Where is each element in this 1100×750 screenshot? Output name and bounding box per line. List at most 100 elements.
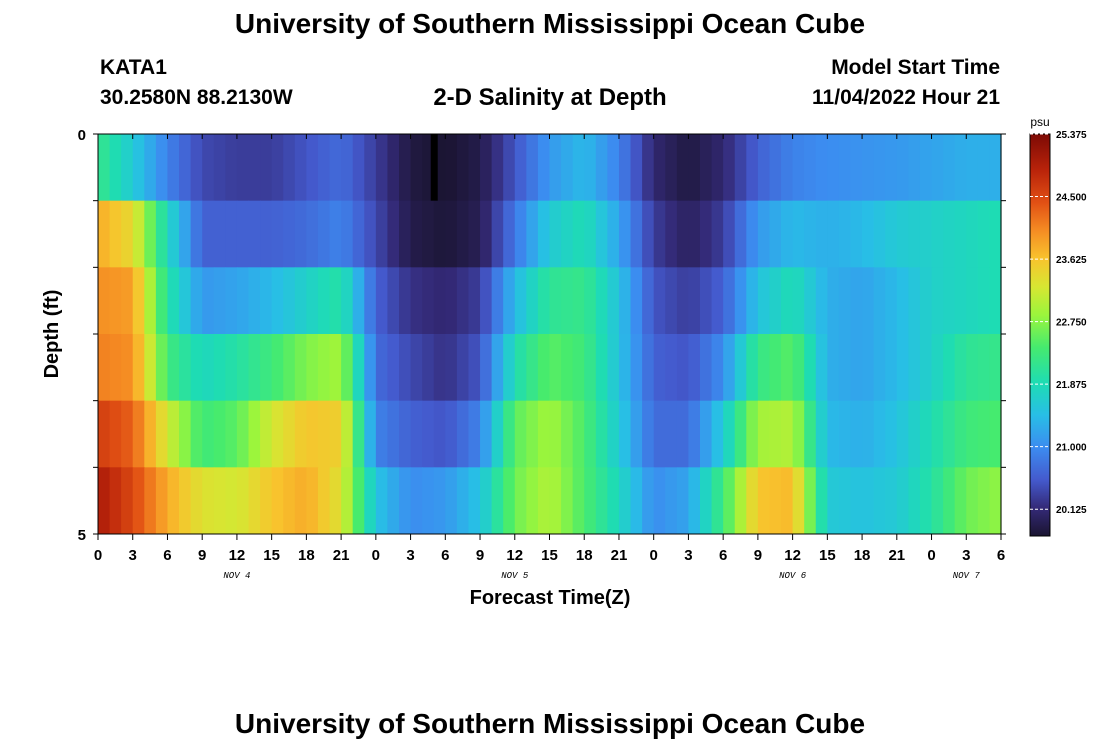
heatmap-cell xyxy=(954,134,967,202)
heatmap-cell xyxy=(399,334,412,402)
heatmap-cell xyxy=(653,267,666,335)
heatmap-cell xyxy=(757,200,771,268)
heatmap-cell xyxy=(248,200,261,268)
heatmap-cell xyxy=(352,134,365,202)
x-tick-label: 3 xyxy=(129,547,137,564)
heatmap-cell xyxy=(676,467,690,535)
heatmap-cell xyxy=(943,267,956,335)
heatmap-cell xyxy=(549,467,562,535)
heatmap-cell xyxy=(769,400,782,468)
heatmap-cell xyxy=(468,200,481,268)
heatmap-cell xyxy=(792,400,805,468)
heatmap-cell xyxy=(549,400,562,468)
heatmap-cell xyxy=(480,200,493,268)
heatmap-cell xyxy=(179,334,192,402)
x-tick-label: 15 xyxy=(263,547,280,564)
heatmap-cell xyxy=(283,334,296,402)
heatmap-cell xyxy=(792,334,805,402)
heatmap-cell xyxy=(456,334,470,402)
heatmap-cell xyxy=(711,467,724,535)
heatmap-cell xyxy=(734,200,747,268)
heatmap-cell xyxy=(561,400,574,468)
heatmap-cell xyxy=(503,334,516,402)
heatmap-cell xyxy=(352,467,365,535)
heatmap-cell xyxy=(294,334,307,402)
heatmap-cell xyxy=(746,267,759,335)
heatmap-cell xyxy=(977,467,991,535)
heatmap-cell xyxy=(399,134,412,202)
heatmap-cell xyxy=(213,200,226,268)
heatmap-cell xyxy=(526,134,539,202)
heatmap-cell xyxy=(769,200,782,268)
heatmap-cell xyxy=(607,400,620,468)
heatmap-cell xyxy=(433,467,446,535)
heatmap-cell xyxy=(364,200,377,268)
heatmap-cell xyxy=(896,400,909,468)
heatmap-cell xyxy=(827,467,840,535)
heatmap-cell xyxy=(98,134,111,202)
x-tick-label: 12 xyxy=(229,547,246,564)
heatmap-cell xyxy=(202,267,215,335)
heatmap-cell xyxy=(954,467,967,535)
heatmap-cell xyxy=(781,267,794,335)
heatmap-cell xyxy=(665,467,678,535)
heatmap-cell xyxy=(827,400,840,468)
heatmap-cell xyxy=(202,134,215,202)
heatmap-cell xyxy=(572,467,585,535)
heatmap-cell xyxy=(399,400,412,468)
heatmap-cell xyxy=(155,134,169,202)
x-tick-label: 9 xyxy=(476,547,484,564)
heatmap-cell xyxy=(422,200,435,268)
heatmap-cell xyxy=(283,400,296,468)
heatmap-cell xyxy=(989,200,1002,268)
heatmap-cell xyxy=(190,267,203,335)
heatmap-cell xyxy=(919,400,933,468)
colorbar-tick-label: 23.625 xyxy=(1056,255,1087,266)
heatmap-cell xyxy=(977,334,991,402)
heatmap-cell xyxy=(422,400,435,468)
heatmap-cell xyxy=(873,134,886,202)
heatmap-cell xyxy=(711,200,724,268)
heatmap-cell xyxy=(862,400,875,468)
heatmap-cell xyxy=(433,334,446,402)
heatmap-cell xyxy=(908,467,921,535)
heatmap-cell xyxy=(966,134,979,202)
colorbar-tick-label: 24.500 xyxy=(1056,193,1087,204)
heatmap-cell xyxy=(248,334,261,402)
heatmap-cell xyxy=(966,267,979,335)
heatmap-cell xyxy=(514,467,527,535)
heatmap-cell xyxy=(642,200,655,268)
heatmap-cell xyxy=(676,267,690,335)
heatmap-cell xyxy=(236,467,250,535)
heatmap-cell xyxy=(723,334,736,402)
heatmap-cell xyxy=(167,400,180,468)
heatmap-cell xyxy=(537,400,551,468)
heatmap-cell xyxy=(352,400,365,468)
heatmap-cell xyxy=(480,267,493,335)
heatmap-cell xyxy=(445,400,458,468)
heatmap-cell xyxy=(491,200,504,268)
heatmap-cell xyxy=(526,400,539,468)
heatmap-cell xyxy=(387,400,400,468)
heatmap-cell xyxy=(109,267,122,335)
heatmap-cell xyxy=(190,334,203,402)
heatmap-cell xyxy=(954,334,967,402)
x-axis-label: Forecast Time(Z) xyxy=(470,587,631,609)
heatmap-cell xyxy=(838,200,852,268)
date-label: NOV 6 xyxy=(779,571,807,581)
heatmap-cell xyxy=(584,400,597,468)
heatmap-cell xyxy=(364,334,377,402)
heatmap-cell xyxy=(908,200,921,268)
heatmap-cell xyxy=(503,134,516,202)
heatmap-cell xyxy=(815,334,828,402)
heatmap-cell xyxy=(375,467,389,535)
model-start-value: 11/04/2022 Hour 21 xyxy=(812,86,1000,109)
heatmap-cell xyxy=(526,467,539,535)
heatmap-cell xyxy=(850,400,863,468)
heatmap-cell xyxy=(491,267,504,335)
heatmap-cell xyxy=(98,467,111,535)
heatmap-cell xyxy=(236,200,250,268)
heatmap-cell xyxy=(317,467,331,535)
heatmap-cell xyxy=(931,200,944,268)
heatmap-cell xyxy=(399,267,412,335)
